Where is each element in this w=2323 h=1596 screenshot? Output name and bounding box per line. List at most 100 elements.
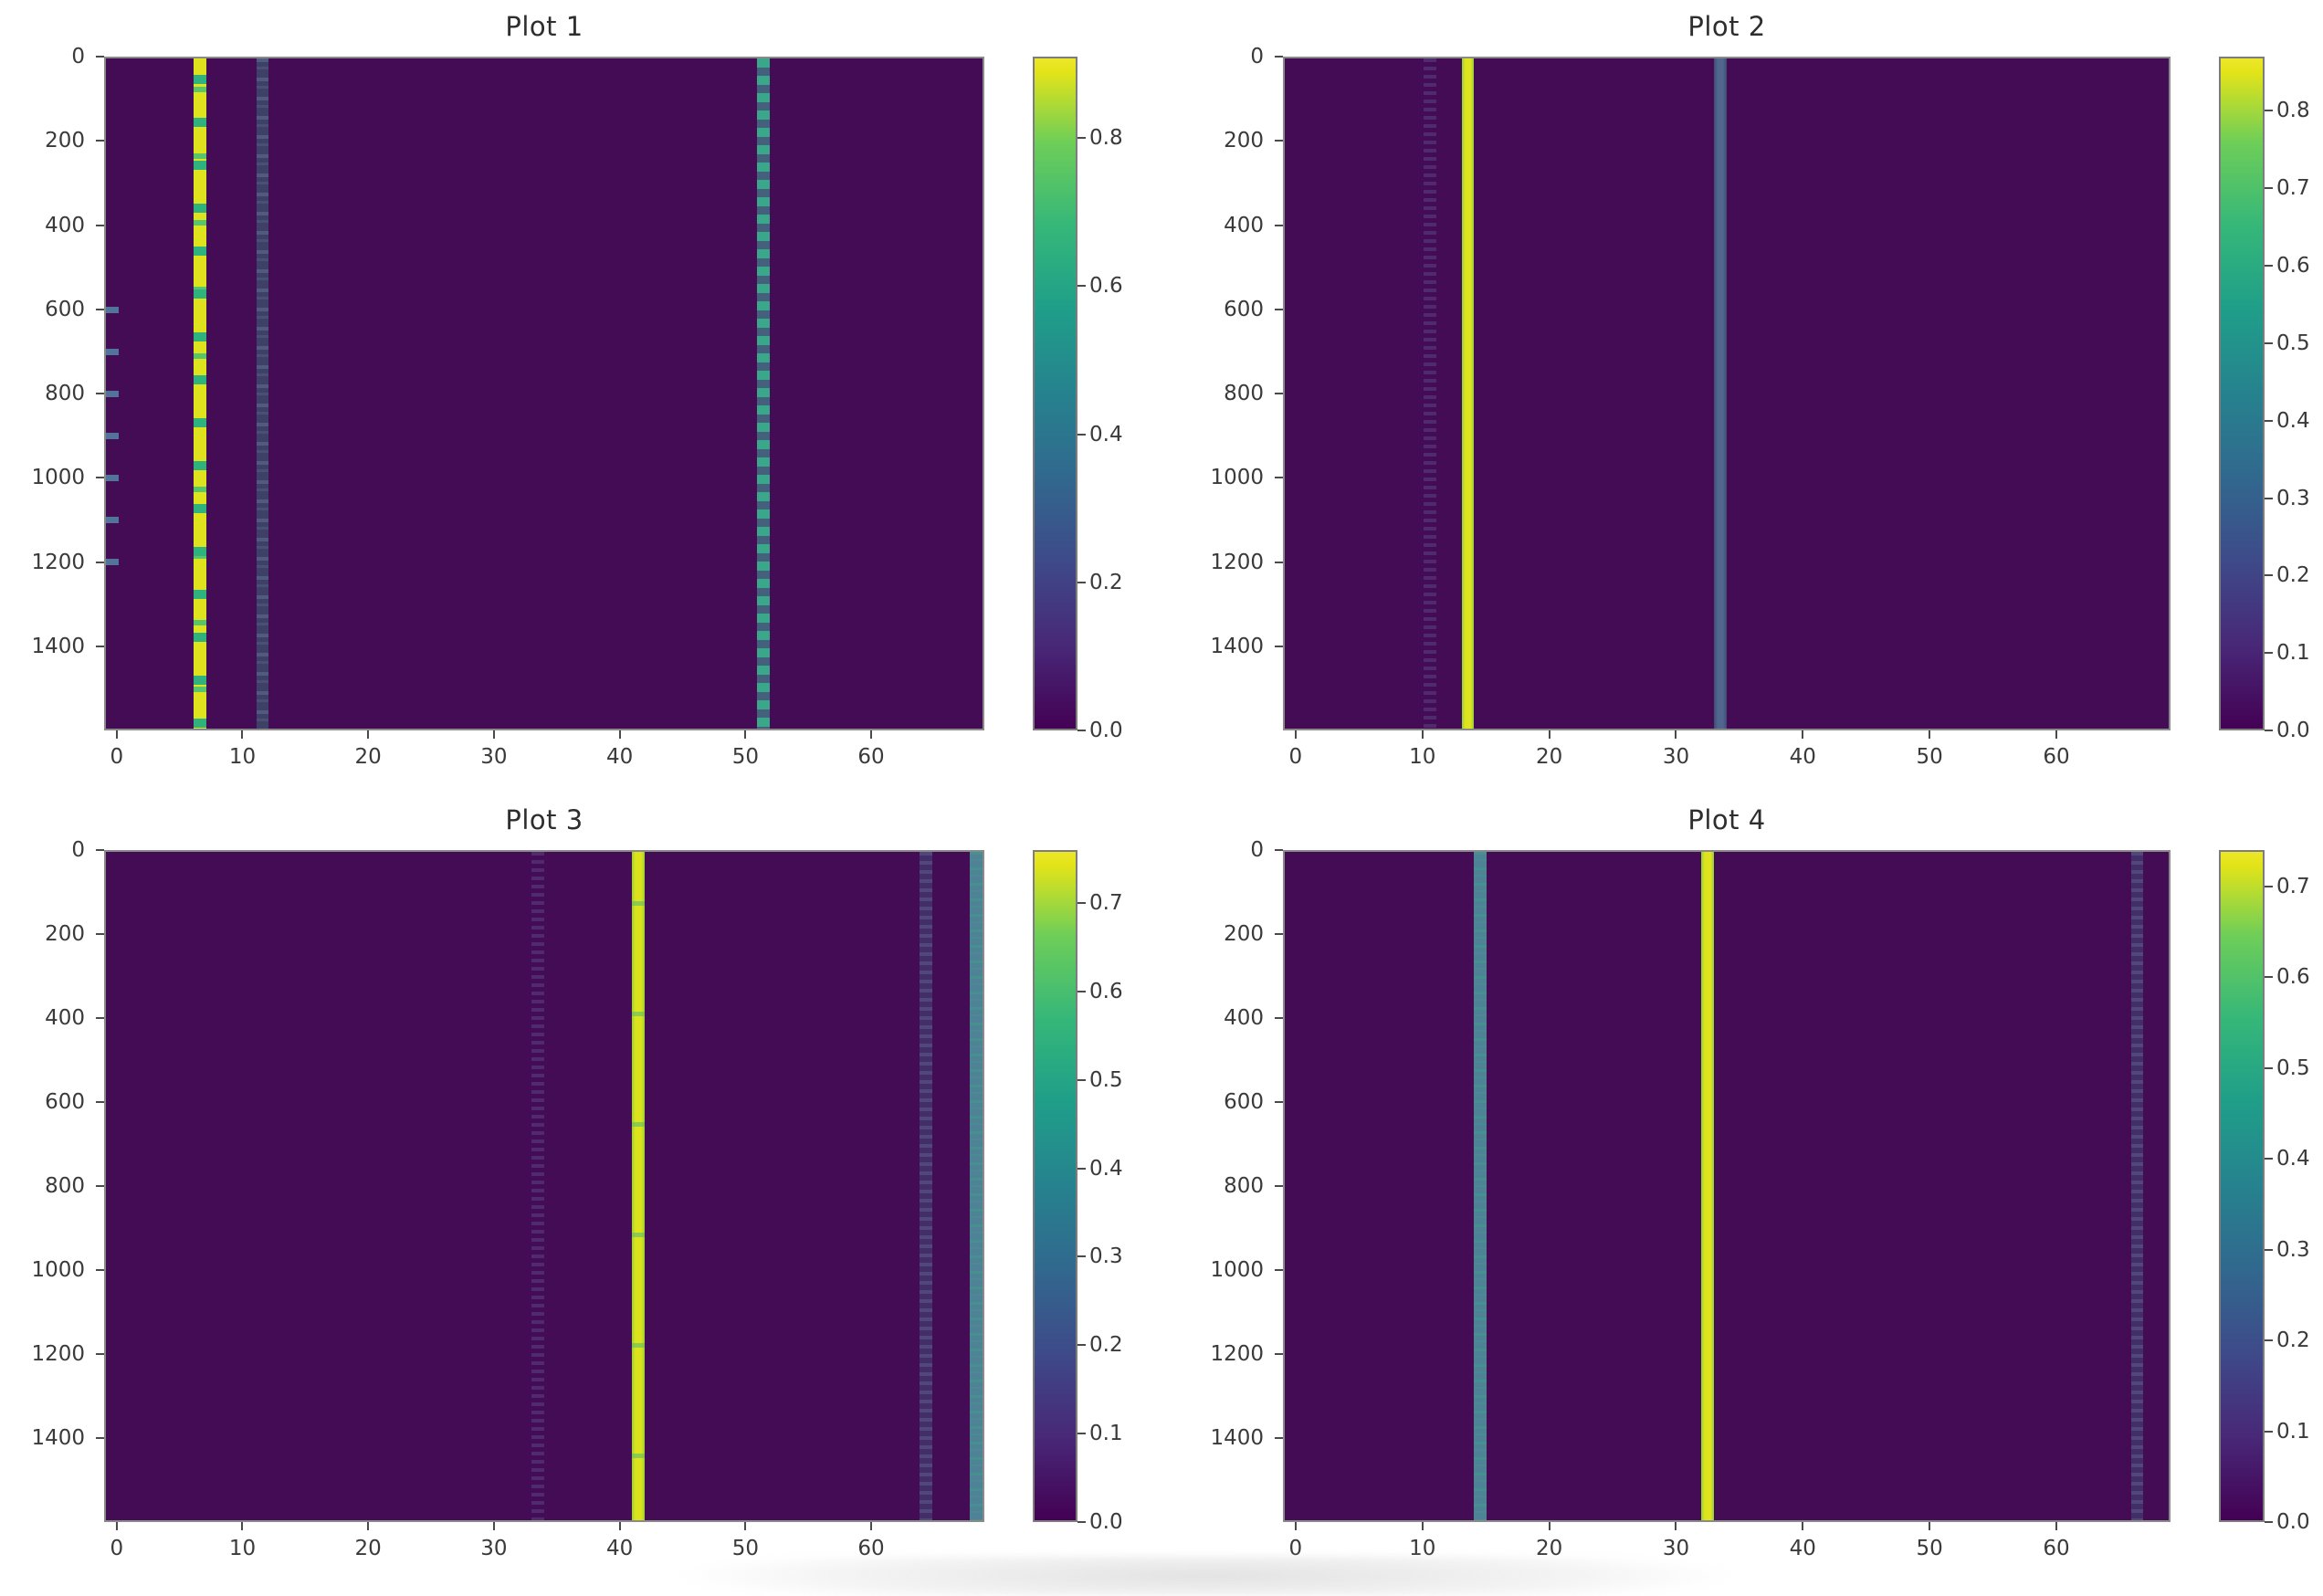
plot2-colorbar-tick-label-0.4: 0.4 bbox=[2276, 408, 2310, 433]
plot2-title: Plot 2 bbox=[1687, 11, 1766, 42]
plot3-xtick-label-10: 10 bbox=[228, 1537, 257, 1560]
plot2-colorbar-tick-mark-0.0 bbox=[2265, 730, 2273, 731]
plot3-xtick-mark-0 bbox=[115, 1522, 118, 1530]
plot1-colorbar-tick-label-0.2: 0.2 bbox=[1089, 570, 1123, 594]
plot4-xtick-mark-20 bbox=[1548, 1522, 1550, 1530]
plot4-colorbar-tick-mark-0.6 bbox=[2265, 976, 2273, 979]
plot1-colorbar-tick-label-0.4: 0.4 bbox=[1089, 422, 1123, 446]
plot3-colorbar-tick-mark-0.3 bbox=[1077, 1255, 1086, 1258]
plot4-colorbar-tick-label-0.5: 0.5 bbox=[2276, 1055, 2310, 1080]
plot4-xtick-mark-60 bbox=[2055, 1522, 2058, 1530]
plot4-ytick-label-800: 800 bbox=[1224, 1174, 1264, 1199]
plot3-colorbar-tick-label-0.5: 0.5 bbox=[1089, 1067, 1123, 1092]
plot2-colorbar-tick-label-0.6: 0.6 bbox=[2276, 254, 2310, 278]
plot1-colorbar-tick-mark-0.4 bbox=[1077, 433, 1086, 436]
plot1-colorbar-tick-mark-0.0 bbox=[1077, 730, 1086, 731]
plot3-xtick-label-30: 30 bbox=[480, 1537, 508, 1560]
plot1-ytick-label-0: 0 bbox=[71, 45, 85, 69]
plot2-colorbar-tick-label-0.3: 0.3 bbox=[2276, 486, 2310, 510]
plot2-ytick-mark-400 bbox=[1275, 224, 1283, 226]
plot3-ytick-label-600: 600 bbox=[45, 1090, 85, 1115]
plot2-ytick-mark-1200 bbox=[1275, 561, 1283, 563]
plot1-column-x7 bbox=[194, 58, 206, 729]
plot4-ytick-label-1400: 1400 bbox=[1210, 1426, 1264, 1451]
plot4-ytick-mark-1000 bbox=[1275, 1269, 1283, 1272]
plot3-ytick-mark-200 bbox=[96, 933, 104, 936]
plot4-colorbar-tick-label-0.6: 0.6 bbox=[2276, 965, 2310, 990]
plot1-ytick-label-400: 400 bbox=[45, 213, 85, 237]
plot3-ytick-mark-1000 bbox=[96, 1269, 104, 1272]
plot1-ytick-mark-800 bbox=[96, 393, 104, 395]
plot2-xtick-mark-10 bbox=[1421, 730, 1424, 739]
plot2-xtick-label-60: 60 bbox=[2043, 745, 2070, 769]
plot1-xtick-mark-20 bbox=[367, 730, 370, 739]
plot4-column-x15 bbox=[1474, 852, 1487, 1520]
plot2-ytick-label-1400: 1400 bbox=[1210, 634, 1264, 658]
plot2-xtick-mark-30 bbox=[1675, 730, 1677, 739]
plot1-xtick-label-30: 30 bbox=[480, 745, 508, 769]
plot2-ytick-mark-800 bbox=[1275, 393, 1283, 395]
plot2-ytick-mark-600 bbox=[1275, 308, 1283, 310]
plot4-xtick-mark-50 bbox=[1929, 1522, 1931, 1530]
plot2-colorbar-tick-label-0.1: 0.1 bbox=[2276, 641, 2310, 666]
plot4-colorbar-tick-label-0.2: 0.2 bbox=[2276, 1328, 2310, 1353]
plot1-xtick-mark-60 bbox=[870, 730, 873, 739]
plot3-ytick-mark-600 bbox=[96, 1101, 104, 1104]
plot1-colorbar-tick-mark-0.8 bbox=[1077, 137, 1086, 140]
plot2-xtick-label-40: 40 bbox=[1789, 745, 1816, 769]
plot3-ytick-mark-1200 bbox=[96, 1353, 104, 1356]
plot3-colorbar-tick-mark-0.0 bbox=[1077, 1521, 1086, 1523]
plot2-ytick-label-400: 400 bbox=[1224, 213, 1264, 237]
plot3-colorbar-tick-mark-0.6 bbox=[1077, 990, 1086, 992]
plot2-colorbar-tick-label-0.5: 0.5 bbox=[2276, 331, 2310, 355]
plot4-axes bbox=[1283, 850, 2171, 1522]
plot4-xtick-label-0: 0 bbox=[1288, 1537, 1303, 1560]
plot1-column-x0 bbox=[106, 306, 119, 588]
plot4-xtick-label-40: 40 bbox=[1789, 1537, 1816, 1560]
plot2-colorbar-tick-label-0.0: 0.0 bbox=[2276, 719, 2310, 742]
plot1-xtick-label-10: 10 bbox=[228, 745, 257, 769]
plot4-colorbar-tick-label-0.7: 0.7 bbox=[2276, 874, 2310, 898]
plot3-column-x34 bbox=[531, 852, 544, 1520]
plot4-column-x67 bbox=[2130, 852, 2144, 1520]
plot3-xtick-mark-50 bbox=[744, 1522, 747, 1530]
plot2-ytick-mark-1000 bbox=[1275, 477, 1283, 479]
plot2-colorbar-tick-mark-0.6 bbox=[2265, 265, 2273, 268]
plot1-colorbar-tick-label-0.8: 0.8 bbox=[1089, 126, 1123, 151]
plot1-colorbar-tick-mark-0.2 bbox=[1077, 581, 1086, 583]
plot3-colorbar-tick-mark-0.2 bbox=[1077, 1344, 1086, 1347]
plot3-ytick-label-0: 0 bbox=[71, 838, 85, 863]
plot2-colorbar bbox=[2219, 57, 2265, 730]
plot4-xtick-label-30: 30 bbox=[1662, 1537, 1690, 1560]
plot3-colorbar-tick-mark-0.1 bbox=[1077, 1433, 1086, 1435]
plot4-ytick-mark-200 bbox=[1275, 933, 1283, 936]
plot1-colorbar bbox=[1033, 57, 1077, 730]
plot1-ytick-mark-1000 bbox=[96, 477, 104, 479]
plot1-ytick-mark-200 bbox=[96, 140, 104, 142]
plot2-ytick-label-600: 600 bbox=[1224, 297, 1264, 321]
plot1-xtick-mark-40 bbox=[618, 730, 621, 739]
plot2-colorbar-tick-mark-0.1 bbox=[2265, 652, 2273, 655]
plot3-ytick-mark-1400 bbox=[96, 1437, 104, 1440]
plot1-colorbar-tick-label-0.0: 0.0 bbox=[1089, 719, 1123, 742]
plot4-colorbar-tick-mark-0.5 bbox=[2265, 1066, 2273, 1069]
plot4-ytick-label-1000: 1000 bbox=[1210, 1258, 1264, 1283]
plot1-ytick-label-200: 200 bbox=[45, 129, 85, 153]
plot3-colorbar-tick-label-0.1: 0.1 bbox=[1089, 1422, 1123, 1446]
plot1-column-x12 bbox=[256, 58, 269, 729]
plot3-colorbar-tick-label-0.3: 0.3 bbox=[1089, 1244, 1123, 1269]
bottom-window-shadow bbox=[584, 1556, 1826, 1596]
plot4-colorbar-tick-mark-0.3 bbox=[2265, 1248, 2273, 1251]
plot4-ytick-label-600: 600 bbox=[1224, 1090, 1264, 1115]
plot3-xtick-mark-60 bbox=[870, 1522, 873, 1530]
plot1-ytick-mark-0 bbox=[96, 56, 104, 58]
plot1-xtick-label-50: 50 bbox=[731, 745, 759, 769]
plot4-ytick-label-200: 200 bbox=[1224, 922, 1264, 947]
plot3-ytick-mark-800 bbox=[96, 1185, 104, 1188]
plot3-ytick-label-400: 400 bbox=[45, 1006, 85, 1031]
plot3-colorbar bbox=[1033, 850, 1077, 1522]
plot3-xtick-label-40: 40 bbox=[605, 1537, 634, 1560]
plot3-ytick-label-800: 800 bbox=[45, 1174, 85, 1199]
plot2-xtick-label-20: 20 bbox=[1535, 745, 1563, 769]
